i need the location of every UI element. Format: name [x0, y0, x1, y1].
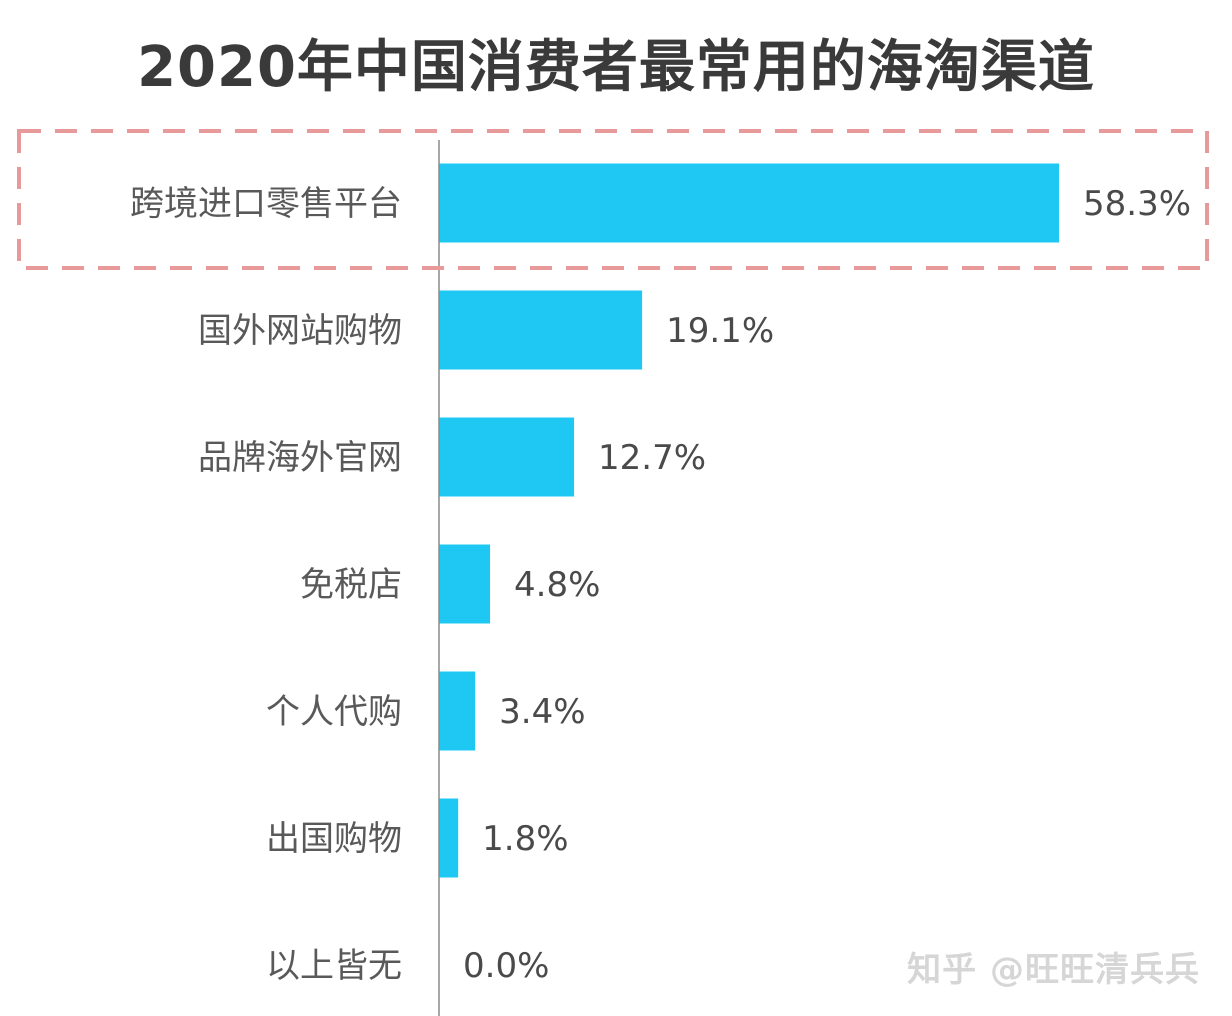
category-label-5: 出国购物: [266, 819, 402, 859]
bars-group: [439, 163, 1059, 878]
category-label-0: 跨境进口零售平台: [130, 184, 402, 224]
bar-4: [439, 671, 476, 751]
watermark-text: 知乎 @旺旺清兵兵: [907, 950, 1200, 990]
value-label-2: 12.7%: [598, 438, 706, 478]
category-label-1: 国外网站购物: [198, 311, 402, 351]
value-label-3: 4.8%: [514, 565, 600, 605]
category-label-2: 品牌海外官网: [198, 438, 402, 478]
category-label-3: 免税店: [300, 565, 402, 605]
bar-2: [439, 417, 575, 497]
bar-1: [439, 290, 643, 370]
value-label-4: 3.4%: [499, 692, 585, 732]
value-label-5: 1.8%: [482, 819, 568, 859]
value-label-6: 0.0%: [463, 946, 549, 986]
category-label-4: 个人代购: [266, 692, 402, 732]
chart-title: 2020年中国消费者最常用的海淘渠道: [137, 35, 1095, 100]
bar-3: [439, 544, 491, 624]
value-label-1: 19.1%: [666, 311, 774, 351]
category-label-6: 以上皆无: [266, 946, 402, 986]
value-labels-group: 58.3% 19.1% 12.7% 4.8% 3.4% 1.8% 0.0%: [463, 184, 1191, 986]
value-label-0: 58.3%: [1083, 184, 1191, 224]
bar-5: [439, 798, 459, 878]
bar-0: [439, 163, 1059, 243]
highlight-box: [17, 129, 1209, 270]
